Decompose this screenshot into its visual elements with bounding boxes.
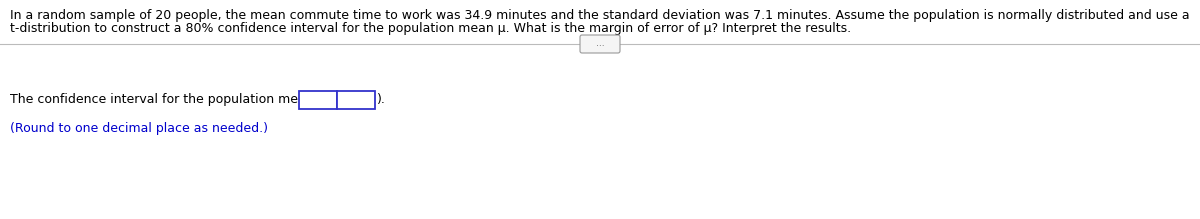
Text: ...: ...	[595, 39, 605, 48]
Text: (Round to one decimal place as needed.): (Round to one decimal place as needed.)	[10, 122, 268, 135]
Bar	[337, 91, 374, 109]
Text: In a random sample of 20 people, the mean commute time to work was 34.9 minutes : In a random sample of 20 people, the mea…	[10, 9, 1189, 22]
Text: ).: ).	[377, 94, 385, 106]
Text: The confidence interval for the population mean μ is (: The confidence interval for the populati…	[10, 94, 348, 106]
Text: t-distribution to construct a 80% confidence interval for the population mean μ.: t-distribution to construct a 80% confid…	[10, 22, 851, 35]
FancyBboxPatch shape	[580, 35, 620, 53]
Bar	[299, 91, 337, 109]
